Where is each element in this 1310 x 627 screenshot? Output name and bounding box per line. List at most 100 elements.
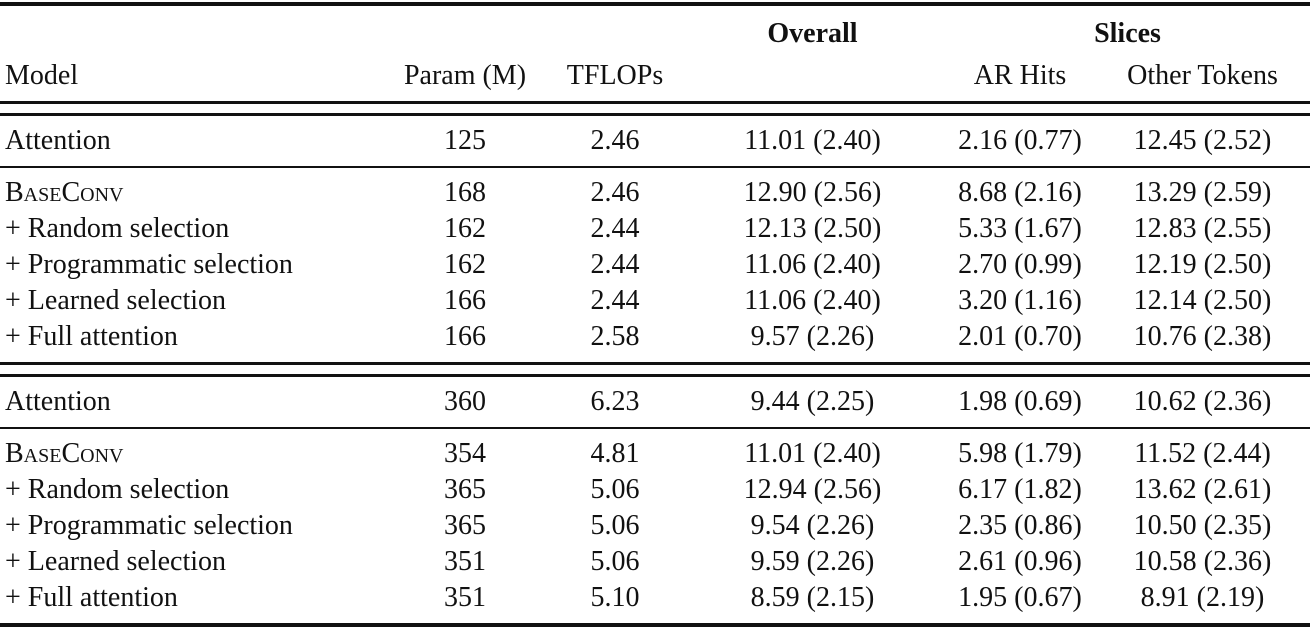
ar-hits-cell: 5.33 (1.67) — [958, 213, 1082, 244]
other-tokens-cell: 10.58 (2.36) — [1133, 546, 1272, 577]
header-model: Model — [5, 60, 79, 91]
param-cell: 162 — [444, 213, 486, 244]
table-header: Overall Slices Model Param (M) TFLOPs AR… — [0, 4, 1310, 116]
model-cell: + Programmatic selection — [5, 249, 293, 280]
model-cell: + Random selection — [5, 213, 230, 244]
section-baseconv-small: BaseConv 168 2.46 12.90 (2.56) 8.68 (2.1… — [0, 168, 1310, 364]
other-tokens-cell: 10.76 (2.38) — [1133, 321, 1272, 352]
table-row: + Learned selection 351 5.06 9.59 (2.26)… — [0, 544, 1310, 580]
other-tokens-cell: 13.62 (2.61) — [1133, 474, 1272, 505]
ar-hits-cell: 8.68 (2.16) — [958, 177, 1082, 208]
model-cell: Attention — [5, 386, 111, 417]
tflops-cell: 2.58 — [590, 321, 640, 352]
tflops-cell: 4.81 — [590, 438, 640, 469]
section-attention-small: Attention 125 2.46 11.01 (2.40) 2.16 (0.… — [0, 115, 1310, 167]
header-spacer — [680, 52, 945, 103]
ar-hits-cell: 2.16 (0.77) — [958, 125, 1082, 156]
header-tflops: TFLOPs — [566, 60, 664, 91]
tflops-cell: 5.06 — [590, 474, 640, 505]
header-group-overall: Overall — [767, 18, 858, 49]
overall-cell: 11.01 (2.40) — [744, 125, 881, 156]
header-group-row: Overall Slices — [0, 4, 1310, 52]
param-cell: 351 — [444, 582, 486, 613]
overall-cell: 8.59 (2.15) — [750, 582, 875, 613]
param-cell: 365 — [444, 474, 486, 505]
overall-cell: 9.59 (2.26) — [750, 546, 875, 577]
ar-hits-cell: 2.70 (0.99) — [958, 249, 1082, 280]
param-cell: 162 — [444, 249, 486, 280]
tflops-cell: 2.44 — [590, 213, 640, 244]
overall-cell: 12.13 (2.50) — [743, 213, 882, 244]
table-row: + Learned selection 166 2.44 11.06 (2.40… — [0, 283, 1310, 319]
model-cell: + Full attention — [5, 582, 178, 613]
overall-cell: 9.44 (2.25) — [750, 386, 875, 417]
other-tokens-cell: 10.50 (2.35) — [1133, 510, 1272, 541]
section-separator — [0, 362, 1310, 377]
other-tokens-cell: 12.83 (2.55) — [1133, 213, 1272, 244]
model-cell: BaseConv — [5, 177, 124, 208]
other-tokens-cell: 12.14 (2.50) — [1133, 285, 1272, 316]
other-tokens-cell: 13.29 (2.59) — [1133, 177, 1272, 208]
tflops-cell: 2.46 — [590, 125, 640, 156]
table-row: BaseConv 168 2.46 12.90 (2.56) 8.68 (2.1… — [0, 168, 1310, 211]
table-row: + Full attention 351 5.10 8.59 (2.15) 1.… — [0, 580, 1310, 625]
header-group-slices: Slices — [1094, 18, 1161, 49]
ar-hits-cell: 5.98 (1.79) — [958, 438, 1082, 469]
model-cell: + Learned selection — [5, 285, 227, 316]
tflops-cell: 5.06 — [590, 546, 640, 577]
model-cell: Attention — [5, 125, 111, 156]
model-cell: + Learned selection — [5, 546, 227, 577]
ar-hits-cell: 3.20 (1.16) — [958, 285, 1082, 316]
overall-cell: 12.90 (2.56) — [743, 177, 882, 208]
overall-cell: 11.06 (2.40) — [744, 285, 881, 316]
tflops-cell: 5.10 — [590, 582, 640, 613]
model-cell: + Programmatic selection — [5, 510, 293, 541]
single-rule — [0, 166, 1310, 168]
header-spacer — [0, 4, 380, 52]
ar-hits-cell: 2.35 (0.86) — [958, 510, 1082, 541]
tflops-cell: 2.46 — [590, 177, 640, 208]
section-attention-large: Attention 360 6.23 9.44 (2.25) 1.98 (0.6… — [0, 376, 1310, 428]
tflops-cell: 2.44 — [590, 285, 640, 316]
param-cell: 365 — [444, 510, 486, 541]
overall-cell: 9.57 (2.26) — [750, 321, 875, 352]
header-ar-hits: AR Hits — [973, 60, 1067, 91]
table-row: + Programmatic selection 162 2.44 11.06 … — [0, 247, 1310, 283]
overall-cell: 11.06 (2.40) — [744, 249, 881, 280]
header-double-rule — [0, 101, 1310, 116]
param-cell: 166 — [444, 321, 486, 352]
single-rule — [0, 427, 1310, 429]
section-separator — [0, 166, 1310, 168]
param-cell: 168 — [444, 177, 486, 208]
table-row: BaseConv 354 4.81 11.01 (2.40) 5.98 (1.7… — [0, 429, 1310, 472]
table-row: Attention 360 6.23 9.44 (2.25) 1.98 (0.6… — [0, 376, 1310, 428]
other-tokens-cell: 8.91 (2.19) — [1140, 582, 1265, 613]
double-rule — [0, 362, 1310, 377]
tflops-cell: 6.23 — [590, 386, 640, 417]
model-cell: BaseConv — [5, 438, 124, 469]
table-row: Attention 125 2.46 11.01 (2.40) 2.16 (0.… — [0, 115, 1310, 167]
param-cell: 354 — [444, 438, 486, 469]
overall-cell: 11.01 (2.40) — [744, 438, 881, 469]
tflops-cell: 2.44 — [590, 249, 640, 280]
section-baseconv-large: BaseConv 354 4.81 11.01 (2.40) 5.98 (1.7… — [0, 429, 1310, 625]
header-spacer — [380, 4, 550, 52]
model-cell: + Full attention — [5, 321, 178, 352]
overall-cell: 12.94 (2.56) — [743, 474, 882, 505]
ar-hits-cell: 2.61 (0.96) — [958, 546, 1082, 577]
section-separator — [0, 427, 1310, 429]
tflops-cell: 5.06 — [590, 510, 640, 541]
ar-hits-cell: 2.01 (0.70) — [958, 321, 1082, 352]
header-label-row: Model Param (M) TFLOPs AR Hits Other Tok… — [0, 52, 1310, 103]
param-cell: 360 — [444, 386, 486, 417]
ar-hits-cell: 1.95 (0.67) — [958, 582, 1082, 613]
param-cell: 125 — [444, 125, 486, 156]
ar-hits-cell: 1.98 (0.69) — [958, 386, 1082, 417]
other-tokens-cell: 11.52 (2.44) — [1134, 438, 1271, 469]
header-param: Param (M) — [403, 60, 527, 91]
param-cell: 351 — [444, 546, 486, 577]
param-cell: 166 — [444, 285, 486, 316]
header-spacer — [550, 4, 680, 52]
overall-cell: 9.54 (2.26) — [750, 510, 875, 541]
